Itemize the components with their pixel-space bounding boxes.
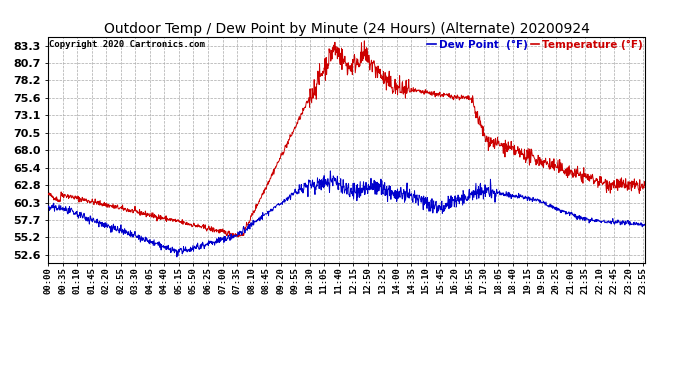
- Text: Copyright 2020 Cartronics.com: Copyright 2020 Cartronics.com: [49, 40, 205, 49]
- Title: Outdoor Temp / Dew Point by Minute (24 Hours) (Alternate) 20200924: Outdoor Temp / Dew Point by Minute (24 H…: [104, 22, 590, 36]
- Legend: Dew Point  (°F), Temperature (°F): Dew Point (°F), Temperature (°F): [427, 40, 643, 50]
